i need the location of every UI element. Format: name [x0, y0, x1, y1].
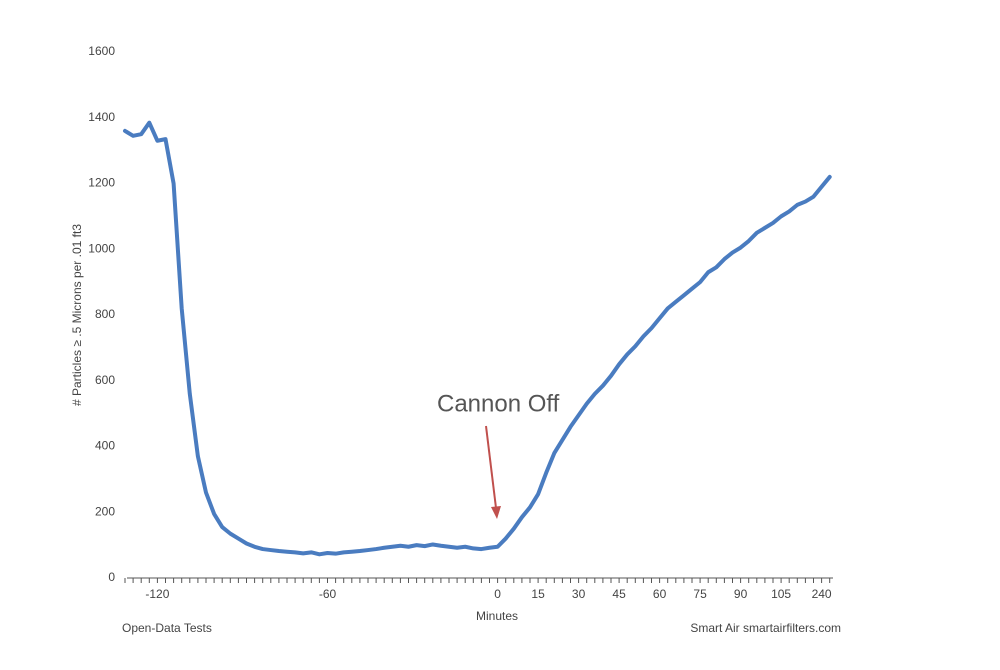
footer-right: Smart Air smartairfilters.com: [690, 621, 841, 635]
x-tick-label: 15: [531, 587, 545, 601]
x-tick-label: 105: [771, 587, 791, 601]
x-tick-label: -60: [319, 587, 337, 601]
x-tick-label: 45: [612, 587, 626, 601]
annotation-arrow: [485, 425, 497, 509]
y-tick-label: 1400: [88, 110, 115, 124]
footer-left: Open-Data Tests: [122, 621, 212, 635]
y-tick-label: 400: [95, 439, 115, 453]
y-tick-label: 600: [95, 373, 115, 387]
y-tick-label: 800: [95, 307, 115, 321]
x-tick-label: 30: [572, 587, 586, 601]
x-tick-label: 90: [734, 587, 748, 601]
x-tick-label: 240: [812, 587, 832, 601]
y-tick-label: 200: [95, 504, 115, 518]
x-tick-label: 0: [494, 587, 501, 601]
y-tick-label: 1600: [88, 44, 115, 58]
annotation: Cannon Off: [437, 390, 560, 417]
y-tick-label: 0: [108, 570, 115, 584]
annotation-arrowhead: [491, 506, 501, 519]
x-axis-label: Minutes: [476, 609, 518, 623]
x-tick-label: 60: [653, 587, 667, 601]
y-axis-label: # Particles ≥ .5 Microns per .01 ft3: [70, 224, 84, 406]
data-line: [123, 120, 832, 557]
x-tick-label: -120: [145, 587, 169, 601]
x-tick-label: 75: [693, 587, 707, 601]
y-tick-label: 1000: [88, 241, 115, 255]
y-tick-label: 1200: [88, 176, 115, 190]
